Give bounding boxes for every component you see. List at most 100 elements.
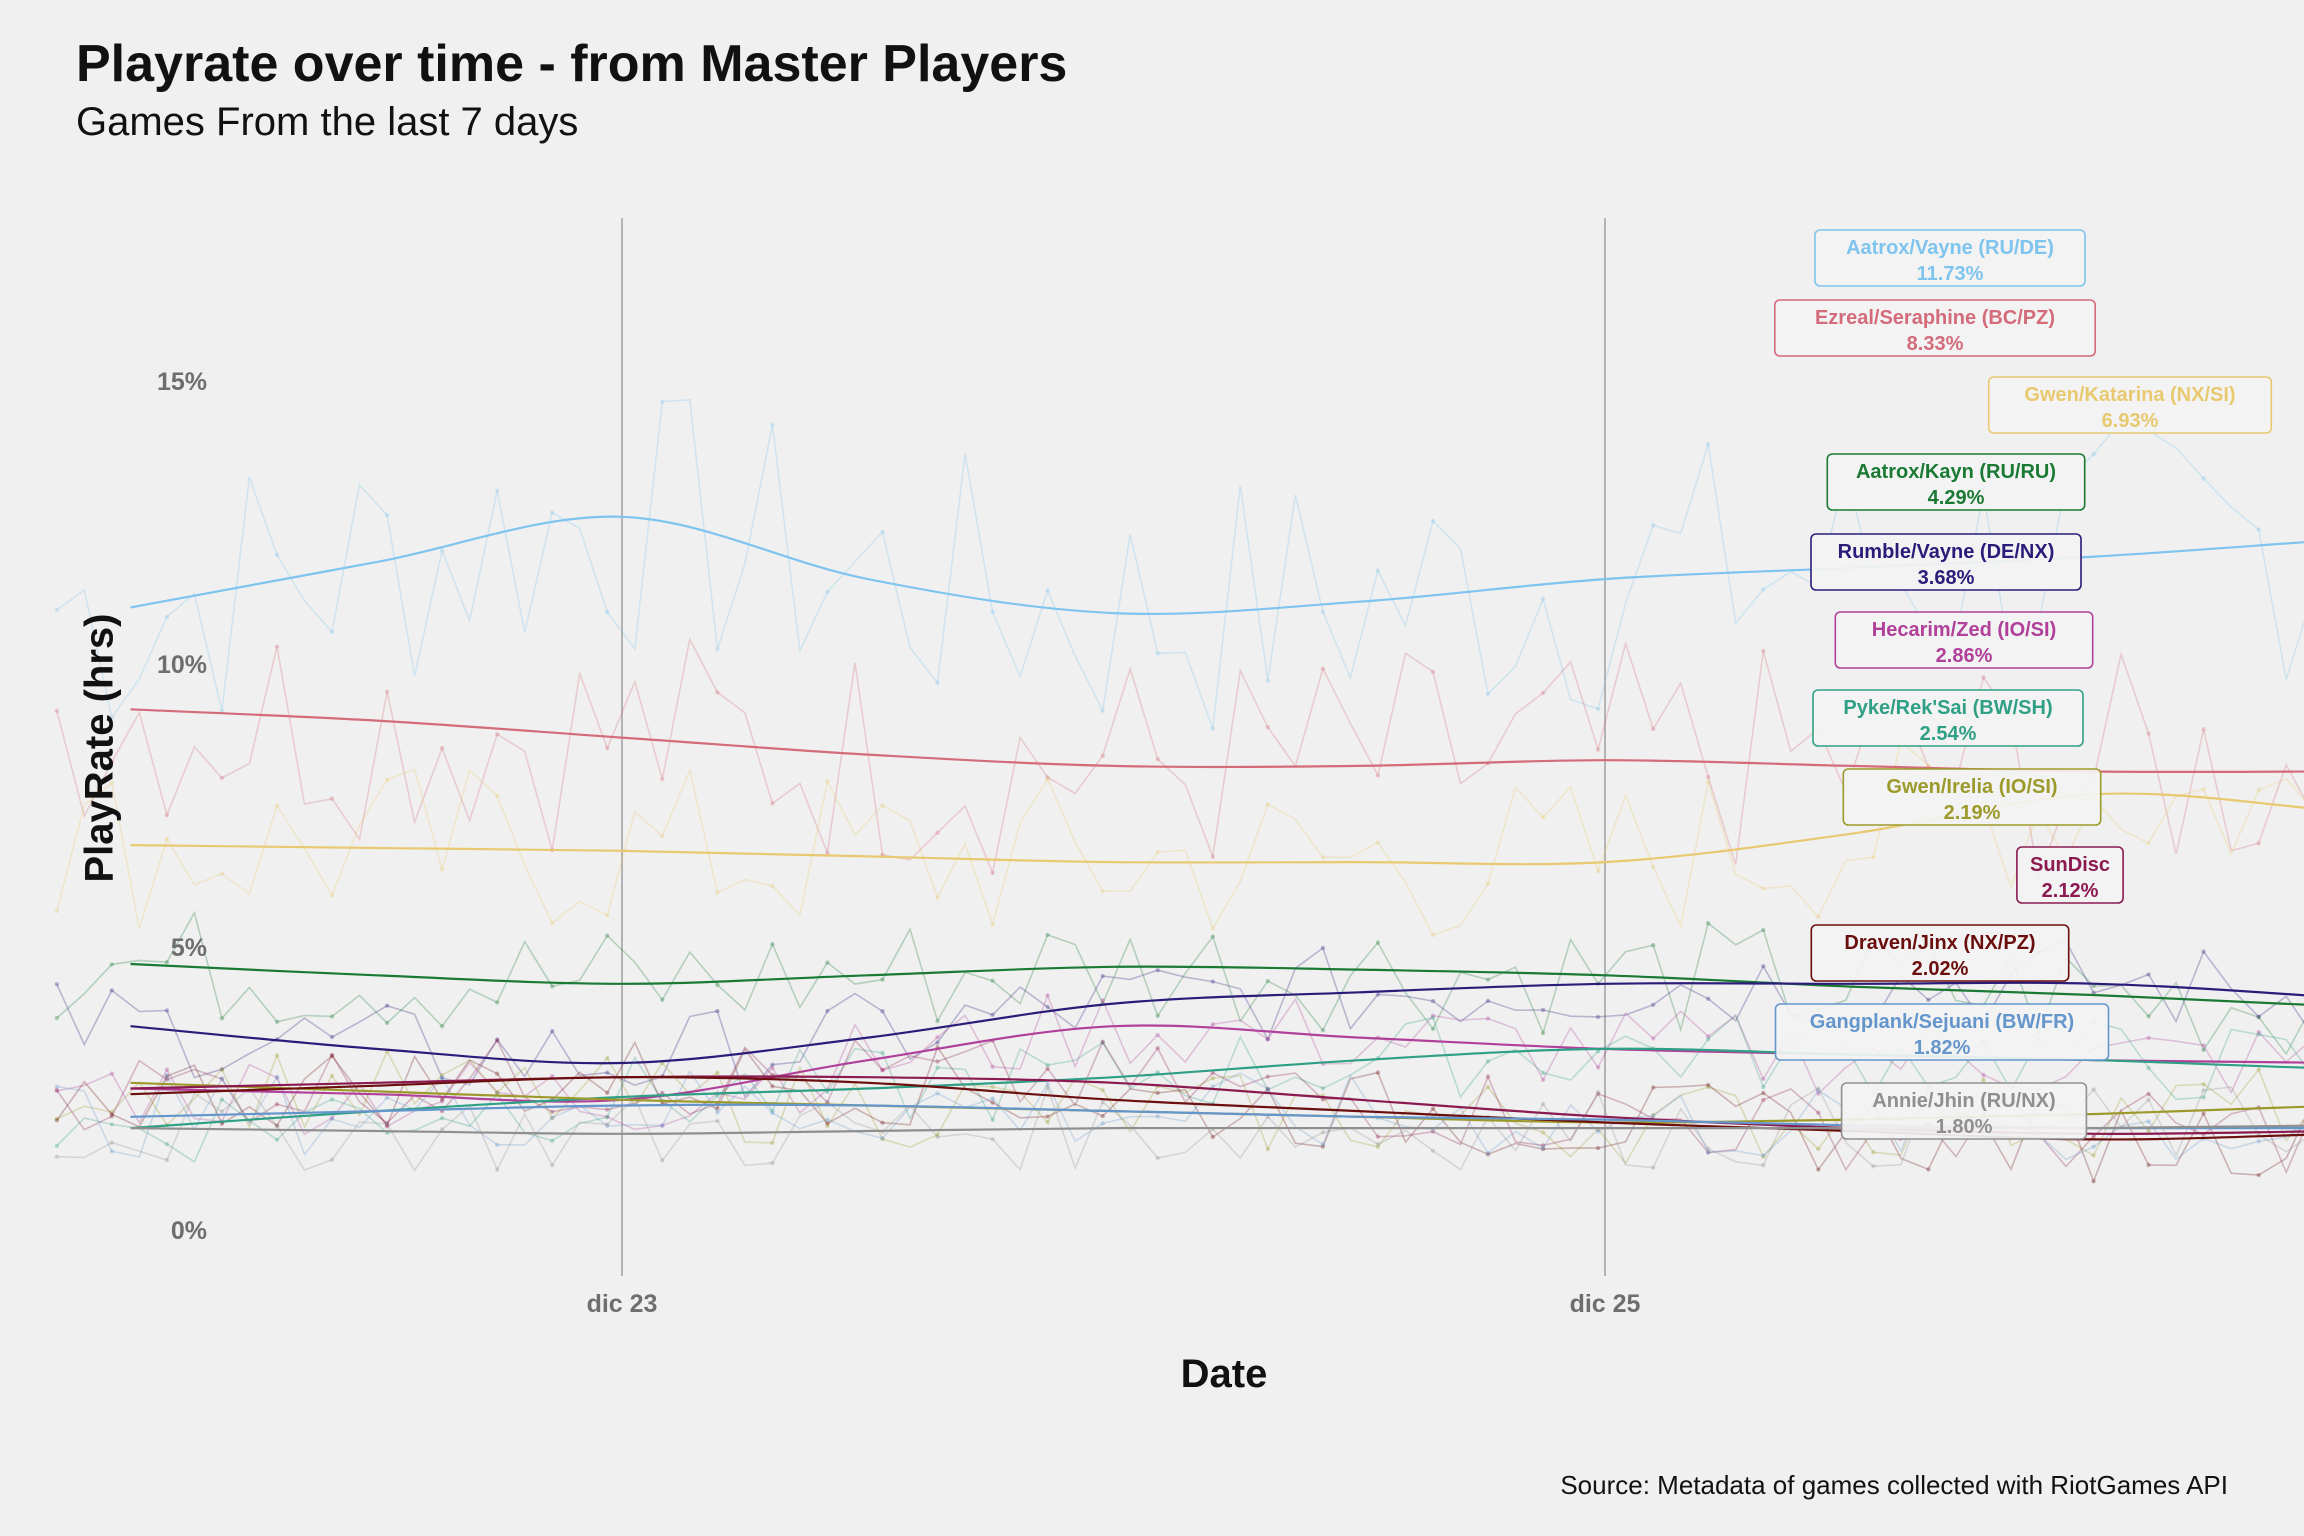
raw-data-point xyxy=(605,1114,610,1120)
series-label-value: 4.29% xyxy=(1928,487,1985,509)
raw-data-point xyxy=(825,589,830,595)
raw-series-trace xyxy=(56,1040,2304,1184)
raw-data-point xyxy=(825,1100,830,1105)
raw-data-point xyxy=(1100,1121,1105,1126)
raw-data-point xyxy=(2256,1015,2261,1020)
raw-data-point xyxy=(1320,1130,1326,1135)
raw-data-point xyxy=(1430,669,1436,675)
raw-data-point xyxy=(109,1149,115,1154)
raw-data-point xyxy=(1265,1074,1271,1079)
raw-data-point xyxy=(439,1115,445,1121)
raw-data-point xyxy=(2146,1091,2151,1097)
raw-data-point xyxy=(605,1114,610,1120)
raw-data-point xyxy=(715,690,720,695)
raw-data-point xyxy=(1265,1086,1271,1092)
raw-data-point xyxy=(1706,1150,1711,1155)
raw-data-point xyxy=(329,629,335,635)
raw-data-point xyxy=(1595,706,1601,712)
raw-data-point xyxy=(2091,983,2096,989)
raw-data-point xyxy=(880,1120,885,1125)
raw-data-point xyxy=(274,1124,280,1129)
raw-data-point xyxy=(1651,523,1656,528)
raw-data-point xyxy=(2146,1129,2151,1134)
raw-data-point xyxy=(164,836,170,842)
series-label-box xyxy=(1987,376,2273,434)
raw-data-point xyxy=(770,1140,775,1146)
raw-data-point xyxy=(1706,1034,1711,1039)
raw-data-point xyxy=(1485,881,1491,886)
raw-data-point xyxy=(1816,1086,1821,1091)
raw-data-point xyxy=(2201,476,2206,481)
raw-data-point xyxy=(990,609,995,615)
raw-data-point xyxy=(329,1034,335,1040)
raw-data-point xyxy=(715,890,720,895)
raw-data-point xyxy=(1375,1134,1381,1139)
raw-data-point xyxy=(54,1154,59,1159)
raw-data-point xyxy=(219,1076,225,1082)
raw-series-trace xyxy=(56,398,2304,729)
raw-data-point xyxy=(2256,1067,2261,1072)
raw-data-point xyxy=(1210,1134,1216,1140)
raw-data-point xyxy=(274,644,280,649)
raw-data-point xyxy=(1761,1163,1766,1168)
x-tick-label: dic 25 xyxy=(1570,1290,1641,1318)
raw-data-point xyxy=(1265,802,1271,807)
raw-data-point xyxy=(1155,1090,1160,1096)
raw-data-point xyxy=(715,1093,720,1098)
series-label-value: 2.19% xyxy=(1944,802,2001,824)
raw-data-point xyxy=(1485,1074,1491,1079)
raw-data-point xyxy=(109,1071,115,1076)
raw-data-point xyxy=(164,1077,170,1082)
raw-data-point xyxy=(1375,840,1381,845)
raw-data-point xyxy=(550,1116,555,1121)
raw-data-point xyxy=(1045,1114,1050,1119)
raw-data-point xyxy=(1320,855,1326,860)
raw-data-point xyxy=(1816,1091,1821,1096)
raw-data-point xyxy=(495,1037,500,1042)
raw-data-point xyxy=(935,1059,940,1064)
raw-data-point xyxy=(770,422,775,427)
raw-data-point xyxy=(990,1100,995,1105)
raw-data-point xyxy=(1816,1110,1821,1115)
raw-data-point xyxy=(1045,588,1050,593)
raw-data-point xyxy=(2256,527,2261,532)
raw-data-point xyxy=(660,997,665,1002)
raw-data-point xyxy=(825,960,830,965)
raw-data-point xyxy=(1871,855,1876,860)
raw-data-point xyxy=(1375,1144,1381,1150)
x-axis-title: Date xyxy=(1180,1352,1268,1396)
raw-data-point xyxy=(2091,1134,2096,1139)
series-label-box xyxy=(1814,229,2086,287)
raw-data-point xyxy=(1265,1087,1271,1093)
series-label-value: 1.82% xyxy=(1914,1037,1971,1059)
raw-data-point xyxy=(384,1020,390,1026)
series-label-box xyxy=(1842,768,2102,826)
raw-data-point xyxy=(1265,1037,1271,1042)
raw-data-point xyxy=(1761,964,1766,969)
raw-data-point xyxy=(660,1158,665,1163)
raw-data-point xyxy=(2146,972,2151,977)
raw-data-point xyxy=(880,1050,885,1056)
raw-data-point xyxy=(880,1009,885,1014)
trend-line xyxy=(130,962,2304,1006)
raw-data-point xyxy=(1100,889,1105,894)
raw-data-point xyxy=(54,908,59,914)
raw-data-point xyxy=(1540,1070,1546,1076)
raw-data-point xyxy=(329,1157,335,1163)
raw-data-point xyxy=(550,1162,555,1168)
y-tick-label: 0% xyxy=(171,1217,207,1245)
raw-data-point xyxy=(2201,949,2206,954)
series-label-value: 2.86% xyxy=(1936,645,1993,667)
raw-data-point xyxy=(219,1097,225,1102)
raw-data-point xyxy=(1210,1070,1216,1076)
raw-data-point xyxy=(605,1123,610,1129)
raw-data-point xyxy=(2146,841,2151,846)
series-label: Ezreal/Seraphine (BC/PZ) 8.33% xyxy=(1774,299,2097,357)
raw-data-point xyxy=(935,895,940,900)
raw-data-point xyxy=(1540,690,1546,696)
series-label: Gwen/Irelia (IO/SI) 2.19% xyxy=(1842,768,2102,826)
raw-data-point xyxy=(1210,726,1216,731)
raw-data-point xyxy=(54,1015,59,1021)
raw-data-point xyxy=(1430,932,1436,938)
